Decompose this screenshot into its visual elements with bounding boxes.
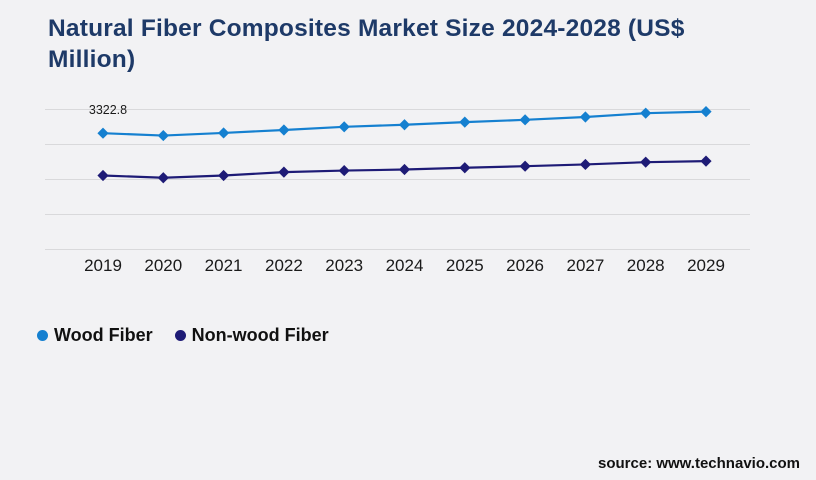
non-wood-fiber-marker xyxy=(157,172,169,184)
wood-fiber-marker xyxy=(338,121,350,133)
wood-fiber-marker xyxy=(459,116,471,128)
non-wood-fiber-marker xyxy=(338,164,350,177)
x-axis-label: 2023 xyxy=(325,256,363,275)
non-wood-fiber-marker xyxy=(700,155,712,167)
legend-label: Wood Fiber xyxy=(54,325,153,345)
non-wood-fiber-marker xyxy=(278,166,290,178)
x-axis-label: 2027 xyxy=(566,256,604,275)
wood-fiber-marker xyxy=(640,107,652,119)
source-attribution: source: www.technavio.com xyxy=(598,455,800,472)
wood-fiber-marker xyxy=(519,114,531,126)
x-axis-label: 2029 xyxy=(687,256,725,275)
data-label: 3322.8 xyxy=(89,103,127,117)
non-wood-fiber-marker xyxy=(640,156,652,168)
wood-fiber-marker xyxy=(218,127,230,139)
legend-label: Non-wood Fiber xyxy=(191,325,329,345)
x-axis-label: 2028 xyxy=(627,256,665,275)
x-axis-label: 2025 xyxy=(446,256,484,275)
x-axis-label: 2026 xyxy=(506,256,544,275)
x-axis-label: 2024 xyxy=(386,256,424,275)
chart-title-line2: Million) xyxy=(48,46,136,73)
legend-item-wood-fiber[interactable]: Wood Fiber xyxy=(37,325,153,346)
legend-item-non-wood-fiber[interactable]: Non-wood Fiber xyxy=(174,325,329,346)
non-wood-fiber-marker xyxy=(519,160,531,172)
wood-fiber-marker xyxy=(278,124,290,136)
non-wood-fiber-marker xyxy=(97,169,109,182)
line-chart-plot-area: 2019 2020 2021 2022 2023 2024 2025 2026 2027 2028… xyxy=(45,103,750,275)
non-wood-fiber-marker xyxy=(459,162,471,174)
non-wood-fiber-swatch-icon xyxy=(174,330,186,341)
non-wood-fiber-marker xyxy=(579,158,591,171)
x-axis-label: 2022 xyxy=(265,256,303,275)
x-axis-label: 2020 xyxy=(144,256,182,275)
chart-legend: Wood Fiber Non-wood Fiber xyxy=(37,325,329,346)
wood-fiber-marker xyxy=(700,106,712,118)
x-axis-label: 2021 xyxy=(205,256,243,275)
non-wood-fiber-marker xyxy=(218,169,230,182)
wood-fiber-marker xyxy=(398,119,411,131)
x-axis-label: 2019 xyxy=(84,256,122,275)
wood-fiber-marker xyxy=(97,127,109,139)
chart-title: Natural Fiber Composites Market Size 202… xyxy=(48,13,748,75)
wood-fiber-marker xyxy=(157,129,169,142)
wood-fiber-marker xyxy=(579,111,591,123)
chart-title-line1: Natural Fiber Composites Market Size 202… xyxy=(48,15,685,42)
non-wood-fiber-marker xyxy=(398,163,411,176)
wood-fiber-swatch-icon xyxy=(37,330,48,341)
